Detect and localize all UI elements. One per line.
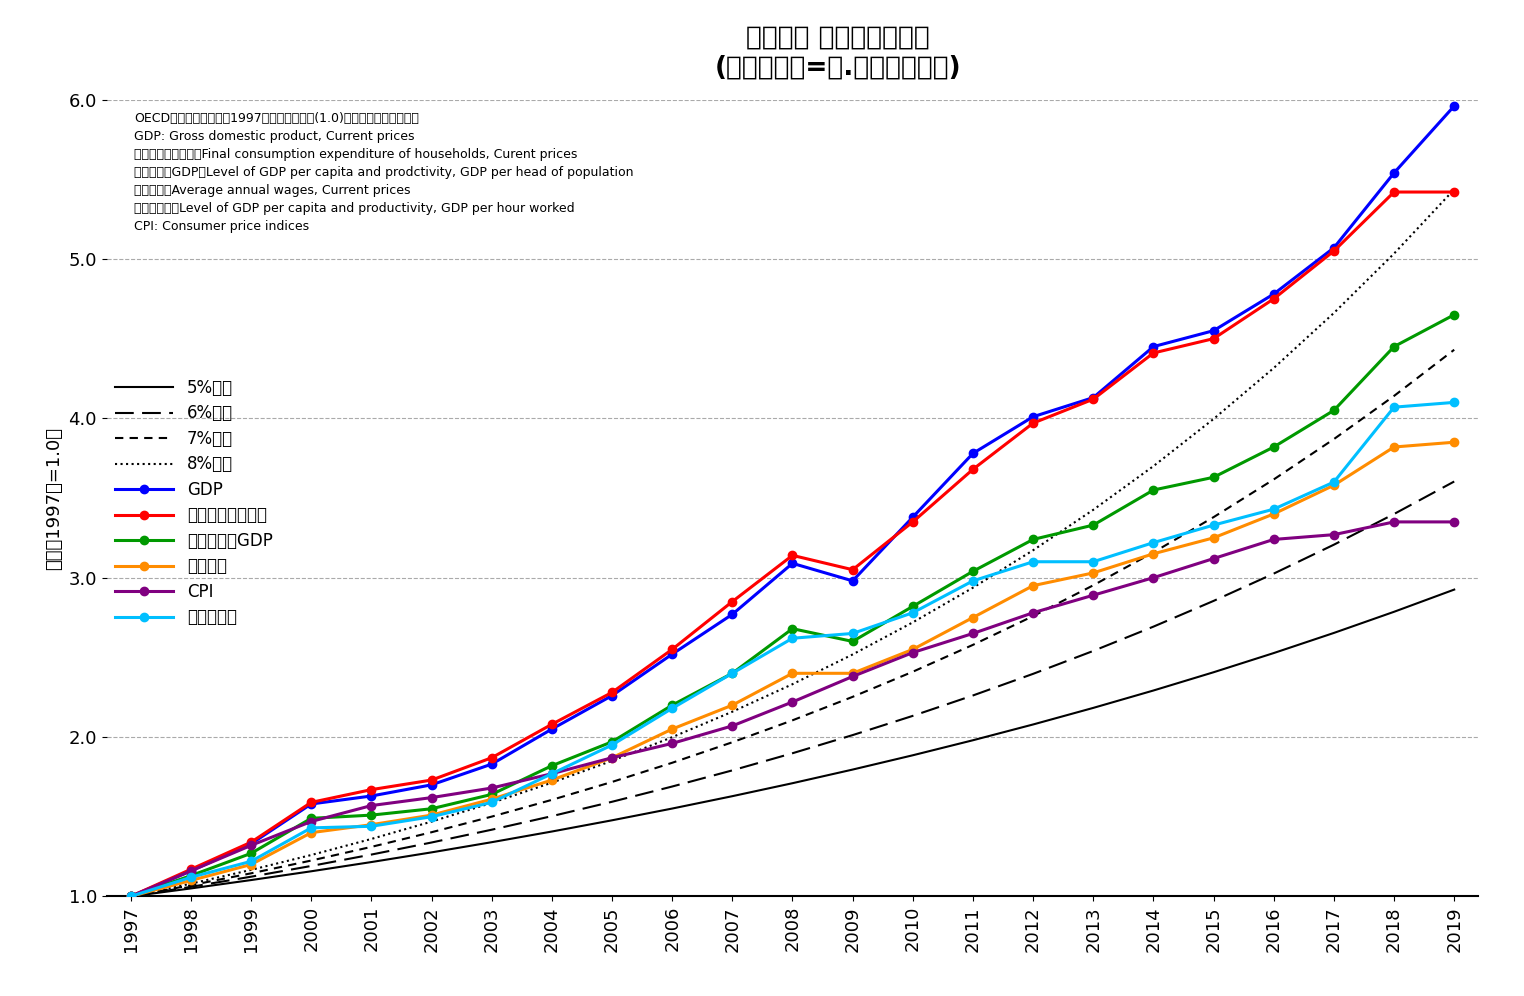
Text: OECDデータより下記の1997年の数値を基準(1.0)とした倍率として計算
GDP: Gross domestic product, Current pric: OECDデータより下記の1997年の数値を基準(1.0)とした倍率として計算 G… (134, 112, 634, 232)
Y-axis label: 倍率（1997年=1.0）: 倍率（1997年=1.0） (44, 426, 62, 570)
Legend: 5%成長, 6%成長, 7%成長, 8%成長, GDP, 家計最終消費支出, １人あたりGDP, 平均給与, CPI, 労働生産性: 5%成長, 6%成長, 7%成長, 8%成長, GDP, 家計最終消費支出, １… (114, 378, 273, 626)
Text: メキシコ 各種指標の推移: メキシコ 各種指標の推移 (747, 25, 930, 51)
Text: (１９９７年=１.０とした倍率): (１９９７年=１.０とした倍率) (715, 55, 962, 81)
